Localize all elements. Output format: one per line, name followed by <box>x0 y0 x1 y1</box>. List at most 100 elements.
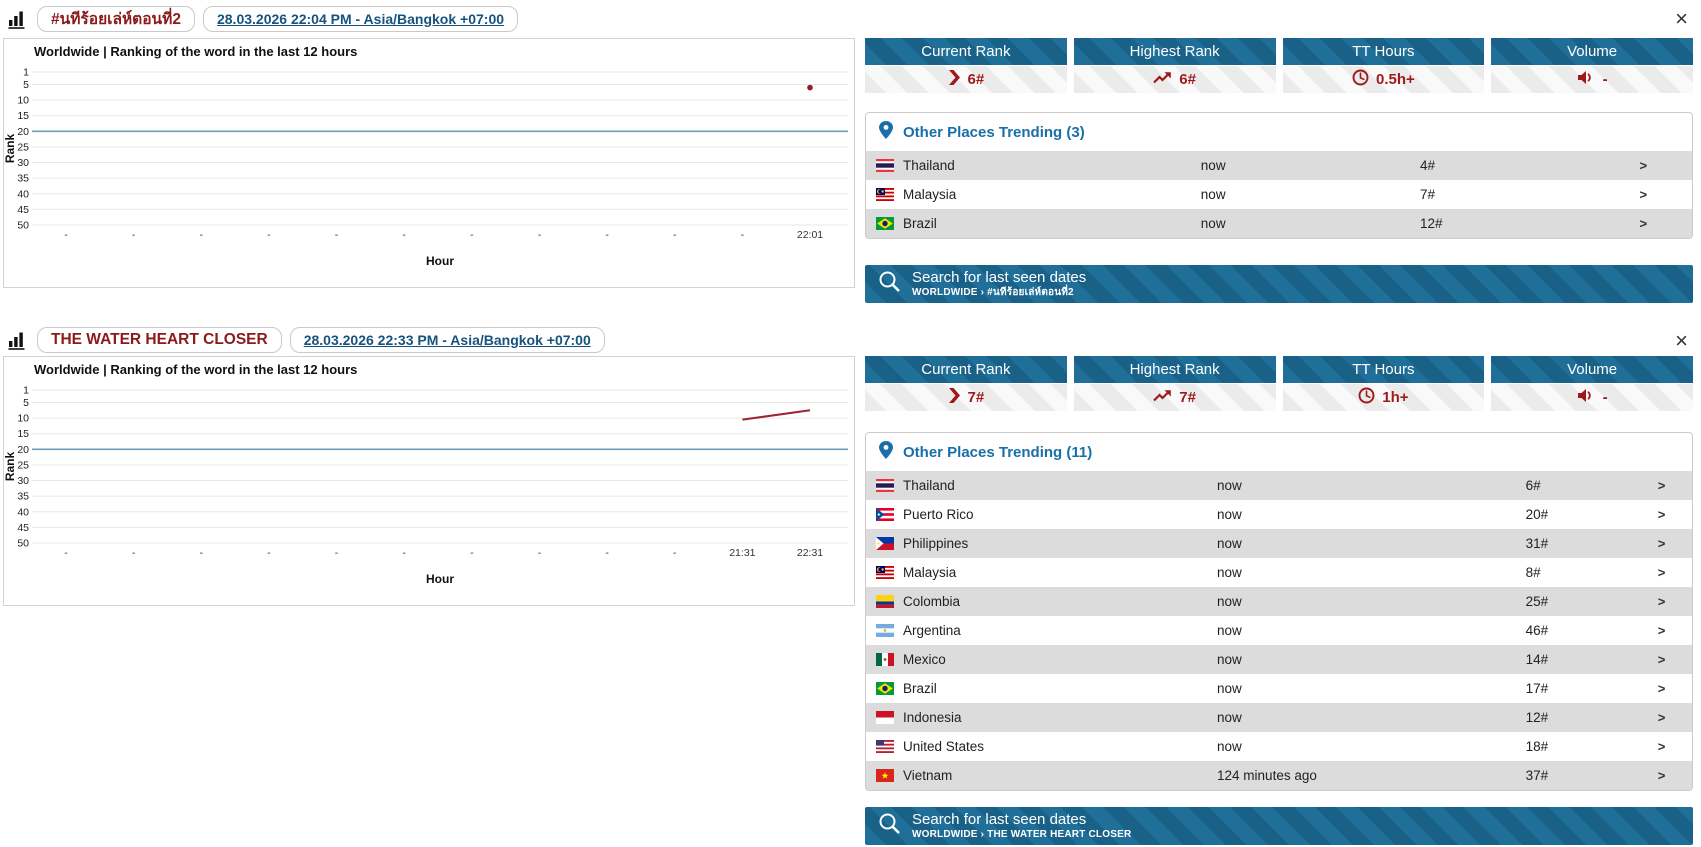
rank-value: 14# <box>1525 652 1549 667</box>
y-axis-label: Rank <box>4 452 17 482</box>
y-tick-label: 40 <box>17 506 29 518</box>
row-chevron: > <box>1657 536 1666 551</box>
x-tick-label: - <box>538 229 542 241</box>
search-last-seen-bar[interactable]: Search for last seen dates WORLDWIDE › TH… <box>865 807 1693 845</box>
trending-row[interactable]: Puerto Rico now 20# > <box>866 500 1692 529</box>
chart-title: Worldwide | Ranking of the word in the l… <box>34 44 357 59</box>
clock-icon <box>1358 387 1375 408</box>
close-button[interactable]: × <box>1675 328 1688 353</box>
country-name: Mexico <box>903 652 946 667</box>
stat-header: Highest Rank <box>1073 38 1276 65</box>
stat-label: TT Hours <box>1352 43 1415 60</box>
united-states-flag-icon <box>876 740 894 753</box>
other-places-trending-title: Other Places Trending (11) <box>903 443 1093 461</box>
time-seen: now <box>1217 565 1242 580</box>
location-pin-icon <box>879 441 893 463</box>
datetime-box[interactable]: 28.03.2026 22:04 PM - Asia/Bangkok +07:0… <box>202 5 519 32</box>
stat-header: TT Hours <box>1282 356 1485 383</box>
time-seen: now <box>1217 652 1242 667</box>
united-states-flag-glyph <box>876 740 894 753</box>
y-tick-label: 15 <box>17 110 29 122</box>
rank-value: 20# <box>1525 507 1549 522</box>
rank-chart: Worldwide | Ranking of the word in the l… <box>3 362 848 586</box>
location-pin-icon-glyph <box>879 441 893 459</box>
x-tick-label: - <box>200 229 204 241</box>
time-seen: now <box>1217 478 1242 493</box>
country-name: Colombia <box>903 594 961 609</box>
trending-row[interactable]: Mexico now 14# > <box>866 645 1692 674</box>
rank-value: 46# <box>1525 623 1549 638</box>
country-cell: Colombia <box>876 594 1217 609</box>
stat-box: Highest Rank 6# <box>1073 38 1276 93</box>
y-tick-label: 1 <box>23 67 29 79</box>
stat-header: Current Rank <box>865 38 1067 65</box>
stat-header: TT Hours <box>1282 38 1485 65</box>
clock-icon-glyph <box>1352 69 1369 86</box>
trending-row[interactable]: Thailand now 6# > <box>866 471 1692 500</box>
country-name: United States <box>903 739 985 754</box>
search-bar-title: Search for last seen dates <box>912 269 1087 287</box>
y-tick-label: 35 <box>17 173 29 185</box>
close-button[interactable]: × <box>1675 6 1688 31</box>
vietnam-flag-icon <box>876 769 894 782</box>
search-last-seen-bar[interactable]: Search for last seen dates WORLDWIDE › #น… <box>865 265 1693 303</box>
section-header: THE WATER HEART CLOSER 28.03.2026 22:33 P… <box>8 326 1693 353</box>
trend-up-icon-glyph <box>1153 390 1172 402</box>
thailand-flag-glyph <box>876 159 894 172</box>
indonesia-flag-icon <box>876 711 894 724</box>
y-tick-label: 45 <box>17 522 29 534</box>
trending-row[interactable]: Vietnam 124 minutes ago 37# > <box>866 761 1692 790</box>
other-places-trending-box: Other Places Trending (11) Thailand now 6# >… <box>865 432 1693 791</box>
x-tick-label: - <box>402 547 406 559</box>
country-name: Argentina <box>903 623 961 638</box>
country-name: Philippines <box>903 536 969 551</box>
x-tick-label: - <box>605 229 609 241</box>
datetime-link[interactable]: 28.03.2026 22:33 PM - Asia/Bangkok +07:0… <box>303 331 591 348</box>
malaysia-flag-glyph <box>876 566 894 579</box>
trending-row[interactable]: Thailand now 4# > <box>866 151 1692 180</box>
stat-box: Volume - <box>1491 38 1693 93</box>
search-icon-glyph <box>879 813 900 834</box>
stats-row: Current Rank 7# Highest Rank 7# TT Hours 1h+ V… <box>865 356 1693 411</box>
stat-label: Highest Rank <box>1129 43 1220 60</box>
row-chevron: > <box>1657 710 1666 725</box>
time-seen: now <box>1217 681 1242 696</box>
stat-value: 7# <box>1179 389 1196 406</box>
mexico-flag-glyph <box>876 653 894 666</box>
rank-value: 4# <box>1420 158 1436 173</box>
x-axis-label: Hour <box>426 572 454 586</box>
x-tick-label: - <box>538 547 542 559</box>
row-chevron: > <box>1639 216 1648 231</box>
country-name: Malaysia <box>903 565 957 580</box>
trend-up-icon <box>1153 71 1172 88</box>
current-rank-icon <box>948 388 961 407</box>
current-rank-icon-glyph <box>948 70 960 85</box>
country-cell: Malaysia <box>876 187 1201 202</box>
trending-row[interactable]: Brazil now 17# > <box>866 674 1692 703</box>
row-chevron: > <box>1657 652 1666 667</box>
trending-row[interactable]: Brazil now 12# > <box>866 209 1692 238</box>
philippines-flag-glyph <box>876 537 894 550</box>
chart-panel: Worldwide | Ranking of the word in the l… <box>3 38 855 288</box>
x-tick-label: - <box>470 229 474 241</box>
trending-row[interactable]: Argentina now 46# > <box>866 616 1692 645</box>
trend-title-box: THE WATER HEART CLOSER <box>37 326 282 353</box>
bar-chart-icon <box>8 9 29 29</box>
trend-title: THE WATER HEART CLOSER <box>51 330 268 348</box>
datetime-link[interactable]: 28.03.2026 22:04 PM - Asia/Bangkok +07:0… <box>216 10 505 27</box>
stat-value-row: - <box>1491 384 1693 411</box>
trending-row[interactable]: Malaysia now 8# > <box>866 558 1692 587</box>
y-tick-label: 25 <box>17 459 29 471</box>
stat-value-row: 7# <box>865 384 1067 411</box>
clock-icon <box>1352 69 1369 90</box>
datetime-box[interactable]: 28.03.2026 22:33 PM - Asia/Bangkok +07:0… <box>289 326 605 353</box>
trending-row[interactable]: Philippines now 31# > <box>866 529 1692 558</box>
trending-row[interactable]: Colombia now 25# > <box>866 587 1692 616</box>
trending-row[interactable]: United States now 18# > <box>866 732 1692 761</box>
rank-value: 8# <box>1525 565 1541 580</box>
brazil-flag-icon <box>876 217 894 230</box>
trending-row[interactable]: Malaysia now 7# > <box>866 180 1692 209</box>
y-tick-label: 10 <box>17 95 29 107</box>
trending-row[interactable]: Indonesia now 12# > <box>866 703 1692 732</box>
